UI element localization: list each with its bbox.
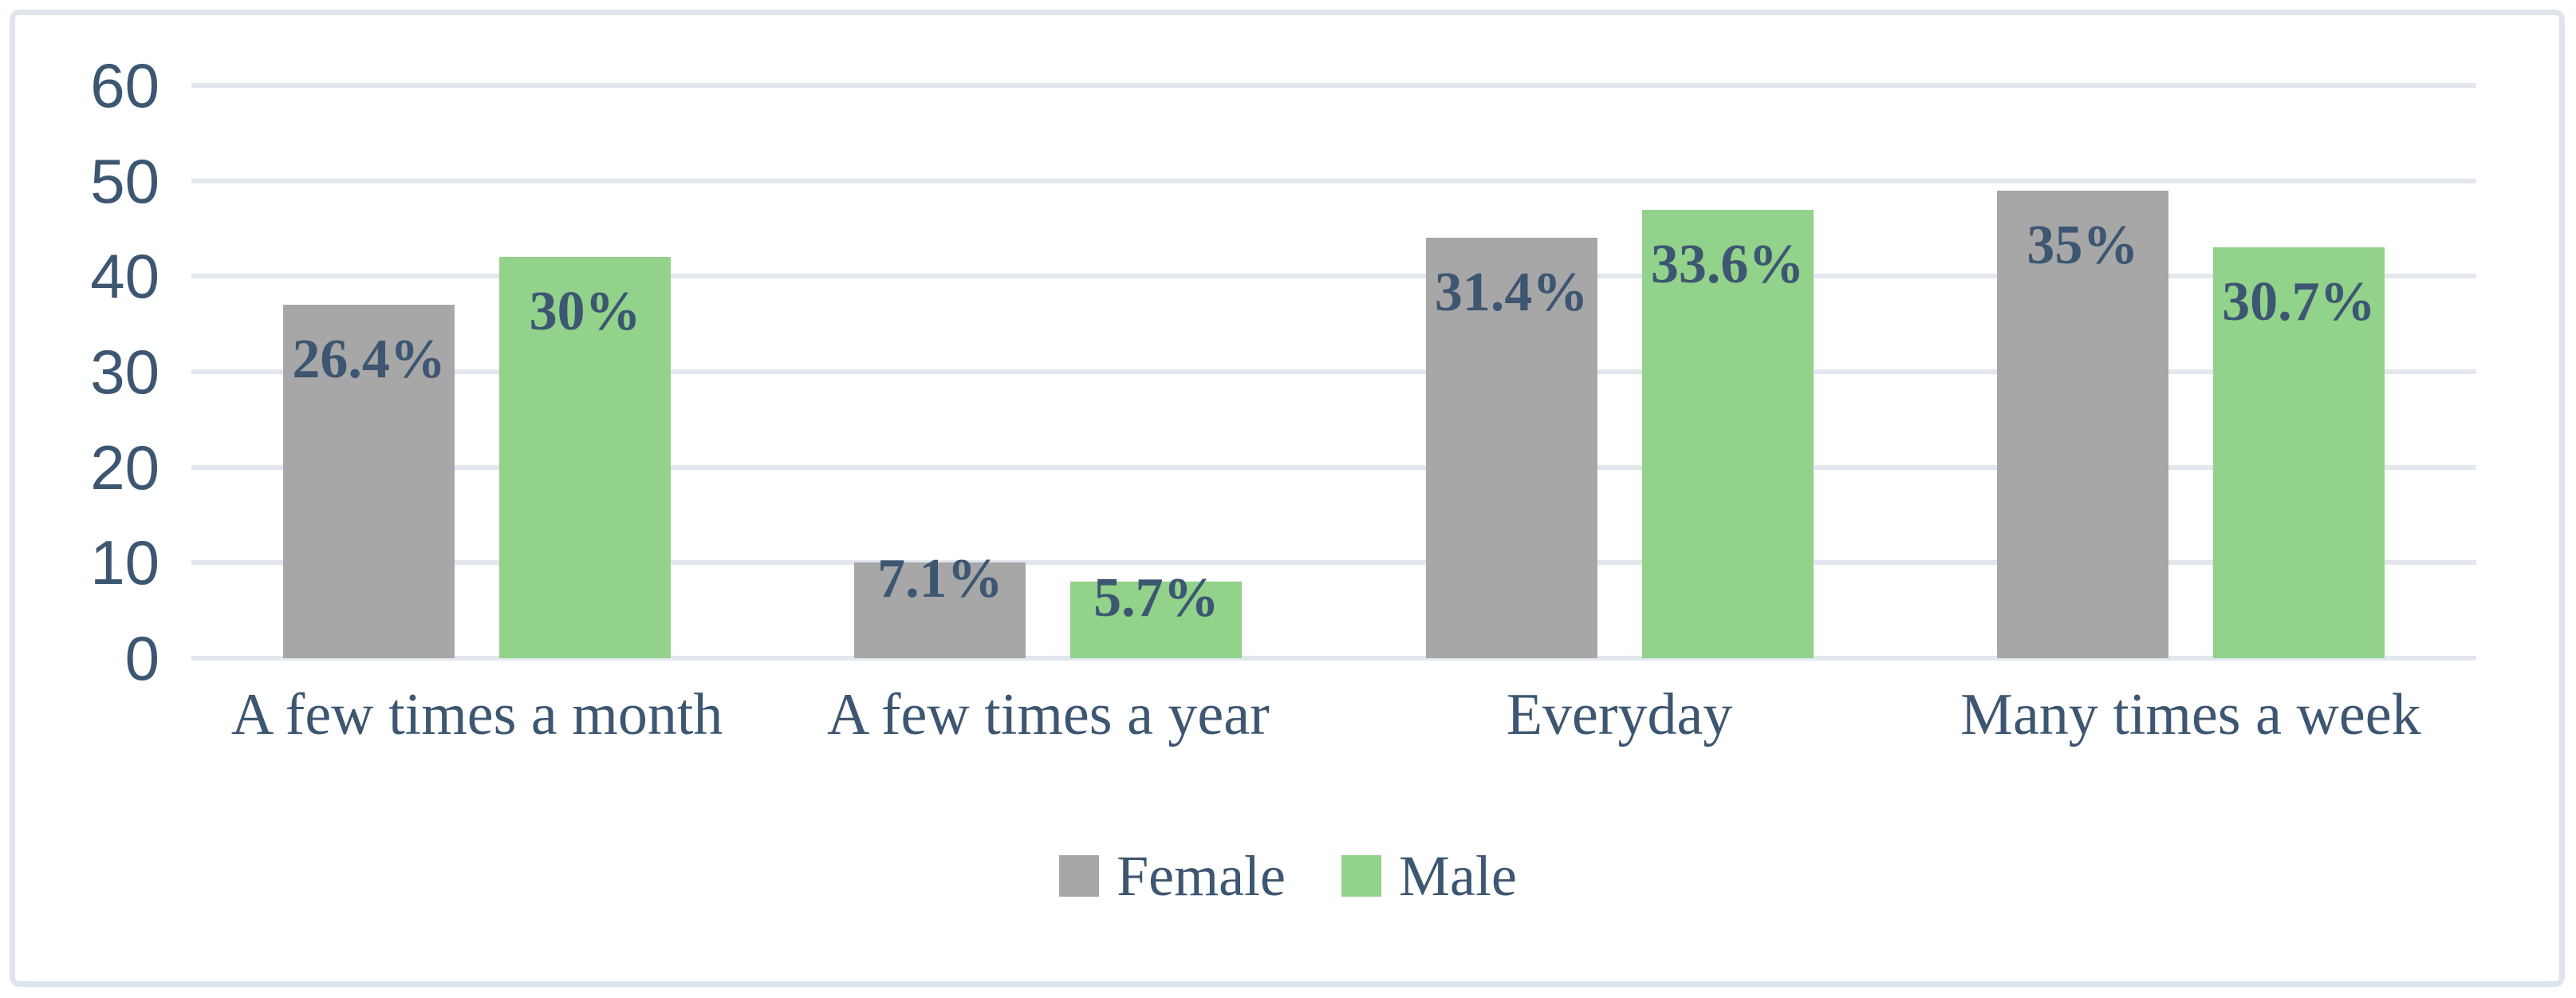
legend-swatch-female [1059, 855, 1100, 897]
bar-female: 31.4% [1425, 238, 1597, 658]
bar-data-label: 31.4% [1434, 262, 1589, 324]
plot-area: 26.4% 30% 7.1% 5.7% 31.4% 33.6% 35% 30.7% [191, 83, 2476, 661]
bar-group: 31.4% 33.6% [1425, 209, 1814, 658]
y-axis-tick-label: 10 [90, 527, 160, 598]
gridline [191, 369, 2476, 374]
legend-swatch-male [1341, 855, 1381, 897]
y-axis-tick-label: 60 [90, 50, 160, 120]
legend-label: Female [1117, 844, 1286, 908]
gridline [191, 83, 2476, 88]
bar-data-label: 30% [529, 281, 641, 343]
bar-male: 30.7% [2212, 247, 2385, 658]
gridline [191, 274, 2476, 279]
bar-female: 26.4% [283, 305, 455, 658]
x-axis: A few times a month A few times a year Eve… [191, 680, 2476, 751]
bar-group: 35% 30.7% [1996, 190, 2385, 658]
bar-male: 33.6% [1641, 209, 1814, 658]
y-axis-tick-label: 50 [90, 145, 160, 216]
gridline [191, 560, 2476, 566]
bar-group: 26.4% 30% [283, 257, 672, 658]
y-axis: 0 10 20 30 40 50 60 [24, 54, 160, 689]
bar-data-label: 30.7% [2222, 271, 2376, 333]
y-axis-tick-label: 40 [90, 241, 160, 312]
y-axis-tick-label: 20 [90, 432, 160, 503]
legend-item-female: Female [1059, 847, 1286, 905]
gridline [191, 178, 2476, 183]
bar-data-label: 5.7% [1093, 567, 1219, 629]
x-axis-category-label: Everyday [1506, 682, 1733, 748]
bar-group: 7.1% 5.7% [854, 548, 1243, 658]
x-axis-category-label: A few times a month [230, 682, 723, 748]
bar-female: 35% [1996, 190, 2168, 658]
bar-data-label: 7.1% [877, 548, 1003, 610]
gridline [191, 464, 2476, 470]
bar-data-label: 35% [2027, 214, 2139, 276]
y-axis-tick-label: 30 [90, 337, 160, 407]
bar-data-label: 33.6% [1650, 233, 1805, 295]
y-axis-tick-label: 0 [124, 623, 160, 693]
bar-male: 30% [499, 257, 672, 658]
legend-item-male: Male [1341, 847, 1517, 905]
bar-male: 5.7% [1070, 567, 1243, 658]
gridline [191, 656, 2476, 661]
x-axis-category-label: A few times a year [826, 682, 1270, 748]
legend: Female Male [0, 847, 2576, 905]
x-axis-category-label: Many times a week [1960, 682, 2421, 748]
bar-data-label: 26.4% [292, 329, 446, 391]
legend-label: Male [1398, 844, 1517, 908]
bar-female: 7.1% [854, 548, 1026, 658]
